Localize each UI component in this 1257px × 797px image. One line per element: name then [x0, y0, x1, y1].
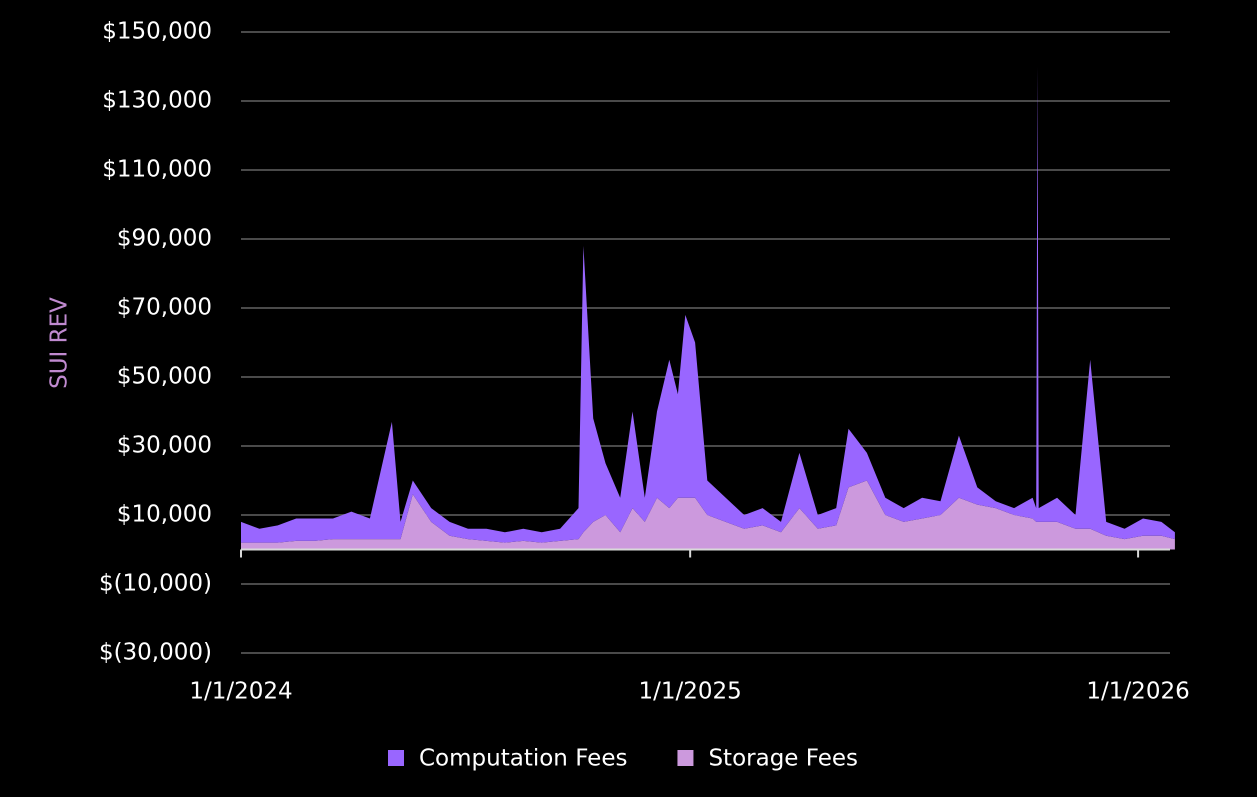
- x-tick-label: 1/1/2026: [1086, 679, 1189, 705]
- y-tick-label: $(10,000): [99, 571, 212, 597]
- area: [241, 480, 1175, 550]
- y-tick-label: $(30,000): [99, 640, 212, 666]
- area: [241, 66, 1175, 543]
- y-tick-label: $30,000: [117, 433, 212, 459]
- y-tick-label: $130,000: [102, 88, 212, 114]
- legend-label: Storage Fees: [708, 746, 858, 772]
- y-tick-label: $90,000: [117, 226, 212, 252]
- y-tick-label: $70,000: [117, 295, 212, 321]
- y-tick-label: $50,000: [117, 364, 212, 390]
- legend-swatch: [677, 750, 694, 766]
- y-tick-label: $150,000: [102, 19, 212, 45]
- legend-swatch: [388, 750, 404, 766]
- legend-label: Computation Fees: [419, 746, 627, 772]
- x-tick-label: 1/1/2024: [189, 679, 292, 705]
- y-tick-label: $10,000: [117, 502, 212, 528]
- y-axis-label: SUI REV: [47, 297, 73, 389]
- y-tick-label: $110,000: [102, 157, 212, 183]
- x-tick-label: 1/1/2025: [639, 679, 742, 705]
